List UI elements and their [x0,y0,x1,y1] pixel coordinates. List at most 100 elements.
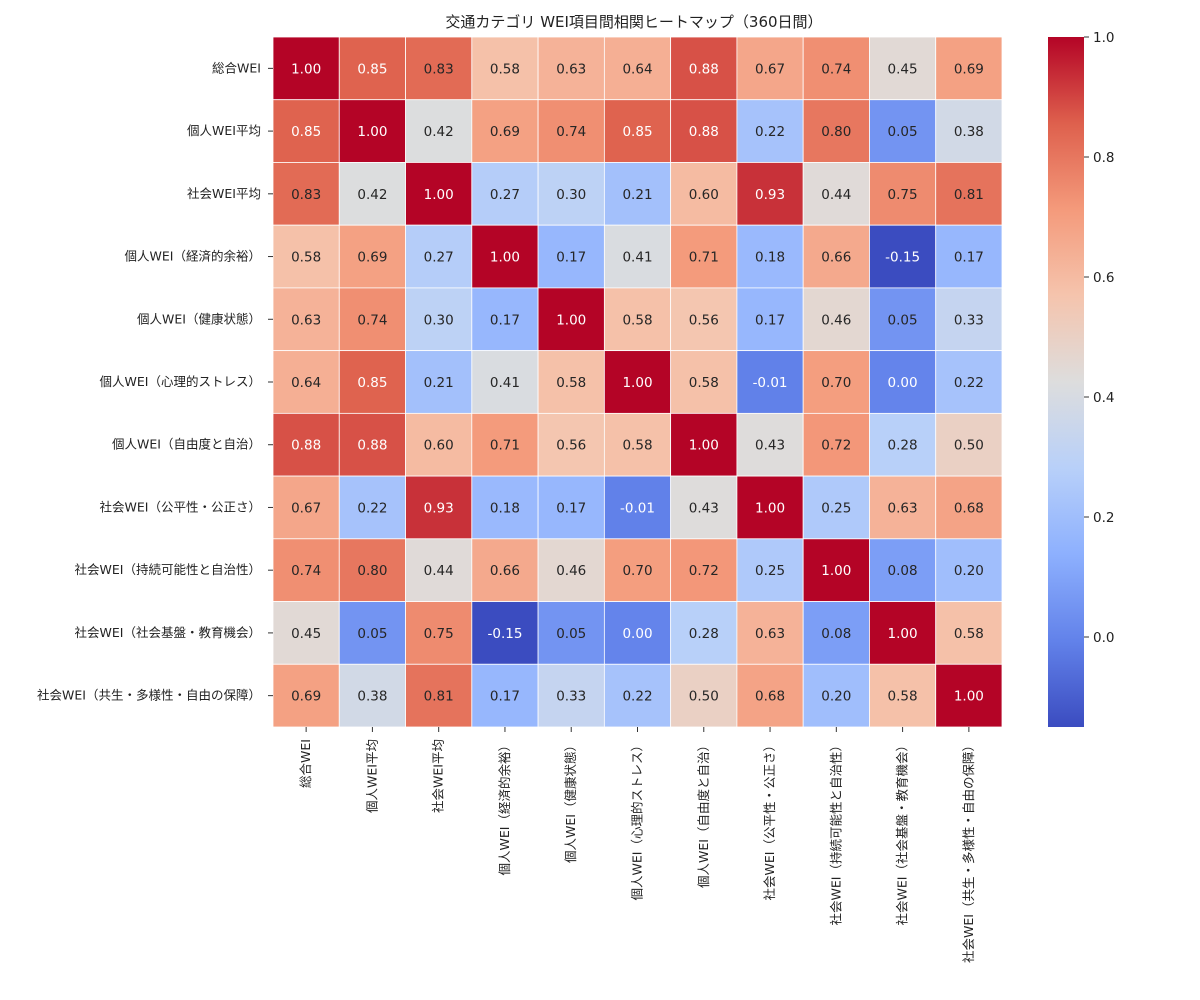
cell-value-label: 0.69 [490,124,520,140]
row-label: 個人WEI（健康状態） [137,311,261,326]
heatmap-cell [935,538,1003,602]
cell-value-label: 0.88 [689,124,719,140]
column-label: 社会WEI（持続可能性と自治性） [828,739,843,925]
heatmap-cell [802,538,870,602]
cell-value-label: 0.18 [755,250,785,266]
cell-value-label: 0.70 [622,563,652,579]
heatmap-cell [471,36,539,101]
heatmap-cell [272,475,340,540]
cell-value-label: 0.46 [821,312,851,328]
heatmap-cell [802,287,870,352]
heatmap-cell [736,663,804,728]
heatmap-cell [338,99,406,163]
cell-value-label: 0.85 [357,375,387,391]
cell-value-label: 0.44 [424,563,454,579]
cell-value-label: 0.72 [821,438,851,454]
cell-value-label: 1.00 [556,312,586,328]
heatmap-cell [338,412,406,477]
heatmap-cell [802,162,870,226]
cell-value-label: 0.22 [622,689,652,705]
row-label: 個人WEI（自由度と自治） [112,437,261,452]
heatmap-cell [670,538,738,602]
cell-value-label: 0.25 [755,563,785,579]
cell-value-label: 0.05 [357,626,387,642]
cell-value-label: 0.67 [755,61,785,77]
cell-value-label: 0.81 [424,689,454,705]
heatmap-cell [338,663,406,728]
cell-value-label: 0.69 [291,689,321,705]
heatmap-cell [471,601,539,665]
cell-value-label: -0.15 [885,250,920,266]
cell-value-label: 0.28 [689,626,719,642]
column-label: 社会WEI平均 [431,739,446,813]
heatmap-cell [272,412,340,477]
cell-value-label: 0.93 [424,500,454,516]
cell-value-label: 1.00 [954,689,984,705]
column-label: 個人WEI（健康状態） [563,739,578,863]
cell-value-label: 0.74 [556,124,586,140]
cell-value-label: 0.56 [556,438,586,454]
cell-value-label: 0.64 [622,61,652,77]
heatmap-cell [405,601,473,665]
heatmap-cell [603,36,672,101]
cell-value-label: 0.33 [556,689,586,705]
cell-value-label: 0.85 [291,124,321,140]
heatmap-cell [471,412,539,477]
cell-value-label: 0.70 [821,375,851,391]
cell-value-label: 0.45 [888,61,918,77]
column-labels: 総合WEI 個人WEI平均 社会WEI平均 個人WEI（経済的余裕） 個人WEI（健康状… [298,727,976,963]
cell-value-label: 0.17 [556,500,586,516]
cell-value-label: 0.00 [888,375,918,391]
heatmap-cell [670,224,738,289]
cell-value-label: 0.18 [490,500,520,516]
cell-value-label: 0.58 [689,375,719,391]
heatmap-cell [802,99,870,163]
cell-value-label: 0.58 [888,689,918,705]
cell-value-label: 0.85 [622,124,652,140]
cell-value-label: 0.17 [755,312,785,328]
heatmap-cell [935,601,1003,665]
cell-value-label: 0.75 [888,187,918,203]
heatmap-cells: 1.00 0.85 0.83 0.58 0.63 0.64 0.88 0.67 0.74 0.45… [272,36,1003,728]
heatmap-cell [338,36,406,101]
heatmap-cell [471,538,539,602]
cell-value-label: 0.17 [556,250,586,266]
cell-value-label: 0.56 [689,312,719,328]
cell-value-label: 1.00 [357,124,387,140]
cell-value-label: 0.25 [821,500,851,516]
cell-value-label: 0.20 [954,563,984,579]
heatmap-cell [869,538,937,602]
heatmap-cell [405,663,473,728]
cell-value-label: 0.30 [424,312,454,328]
cell-value-label: 0.60 [424,438,454,454]
heatmap-cell [603,663,672,728]
cell-value-label: 0.50 [954,438,984,454]
cell-value-label: 0.21 [622,187,652,203]
heatmap-cell [935,224,1003,289]
cell-value-label: 0.74 [821,61,851,77]
row-label: 個人WEI（経済的余裕） [125,249,261,264]
column-label: 社会WEI（社会基盤・教育機会） [895,739,910,925]
heatmap-cell [272,99,340,163]
cell-value-label: 0.83 [424,61,454,77]
heatmap-cell [537,287,605,352]
cell-value-label: 0.68 [954,500,984,516]
row-label: 社会WEI（社会基盤・教育機会） [75,625,261,640]
cell-value-label: 0.33 [954,312,984,328]
cell-value-label: 0.71 [689,250,719,266]
heatmap-cell [471,224,539,289]
cell-value-label: 0.60 [689,187,719,203]
cell-value-label: 0.58 [954,626,984,642]
row-label: 総合WEI [212,60,261,75]
heatmap-cell [272,663,340,728]
cell-value-label: 0.43 [755,438,785,454]
cell-value-label: 0.08 [888,563,918,579]
cell-value-label: 0.67 [291,500,321,516]
colorbar [1048,37,1084,727]
cell-value-label: 0.21 [424,375,454,391]
heatmap-cell [537,475,605,540]
heatmap-cell [338,475,406,540]
cell-value-label: 0.68 [755,689,785,705]
heatmap-cell [802,412,870,477]
